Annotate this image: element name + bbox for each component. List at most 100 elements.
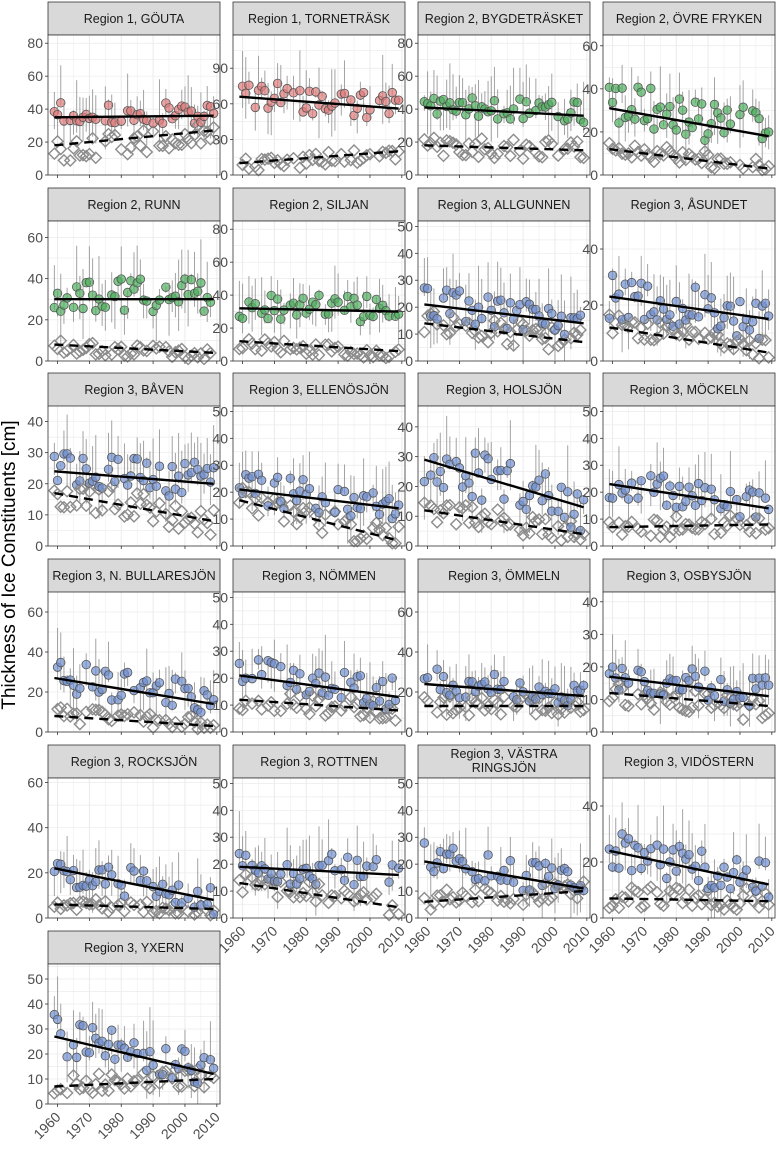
- facet-title: Region 3, ÖMMELN: [448, 569, 560, 583]
- white-ice-point: [373, 711, 387, 725]
- panel-region-3-asundet: Region 3, ÅSUNDET 0 20 40: [582, 187, 776, 369]
- total-ice-point: [355, 671, 366, 681]
- total-ice-point: [202, 690, 212, 700]
- x-tick-label: 1980: [279, 923, 312, 956]
- white-ice-point: [743, 334, 757, 348]
- white-ice-point: [133, 139, 147, 153]
- total-ice-point: [285, 473, 296, 484]
- total-ice-point: [505, 458, 516, 469]
- total-ice-point: [384, 108, 394, 119]
- total-ice-point: [563, 866, 573, 877]
- white-ice-point: [628, 139, 642, 153]
- total-ice-point: [241, 850, 251, 860]
- total-ice-point: [483, 454, 493, 464]
- white-ice-point: [302, 148, 316, 162]
- total-ice-point: [438, 293, 449, 303]
- total-ice-point: [103, 100, 114, 110]
- white-ice-point: [723, 509, 737, 523]
- y-tick-label: 20: [212, 484, 228, 500]
- total-ice-point: [390, 509, 401, 519]
- white-ice-point: [487, 151, 501, 165]
- white-ice-point: [573, 705, 587, 719]
- facet-strip: [232, 372, 406, 407]
- y-tick-label: 0: [405, 910, 413, 926]
- total-ice-point: [142, 676, 152, 686]
- total-ice-point: [129, 1038, 139, 1048]
- white-ice-trend-line: [609, 897, 769, 903]
- facet-title: Region 1, GÖUTA: [84, 12, 185, 26]
- white-ice-point: [239, 868, 253, 881]
- y-tick-label: 30: [27, 445, 43, 461]
- total-ice-point: [521, 504, 531, 515]
- white-ice-point: [130, 129, 144, 143]
- total-ice-point: [71, 1052, 82, 1063]
- white-ice-point: [436, 149, 450, 163]
- y-tick-label: 0: [590, 910, 598, 926]
- y-tick-label: 40: [27, 101, 43, 117]
- facet-title: Region 1, TORNETRÄSK: [248, 12, 391, 26]
- total-ice-point: [260, 85, 270, 96]
- total-ice-point: [505, 856, 516, 866]
- y-tick-label: 0: [590, 167, 598, 183]
- total-ice-point: [754, 488, 764, 498]
- white-ice-point: [89, 347, 103, 361]
- y-tick-label: 50: [212, 403, 228, 419]
- white-ice-point: [290, 342, 304, 356]
- total-ice-point: [690, 500, 701, 511]
- total-ice-point: [432, 314, 442, 324]
- white-ice-point: [669, 510, 683, 524]
- y-tick-label: 20: [27, 865, 43, 881]
- white-ice-point: [558, 142, 572, 156]
- total-ice-point: [298, 293, 308, 304]
- x-tick-label: 1960: [585, 923, 618, 956]
- white-ice-point: [242, 161, 256, 175]
- white-ice-point: [143, 501, 157, 515]
- total-ice-point: [97, 483, 107, 493]
- facet-strip: [602, 744, 776, 779]
- panel-region-2-ovre-fryken: Region 2, ÖVRE FRYKEN 0 20 40 60: [582, 1, 776, 183]
- white-ice-point: [63, 710, 77, 724]
- white-ice-point: [692, 699, 706, 713]
- total-ice-point: [339, 667, 350, 678]
- x-tick-label: 1970: [617, 923, 650, 956]
- y-tick-label: 0: [35, 353, 43, 369]
- white-ice-point: [682, 883, 696, 897]
- total-ice-point: [531, 694, 541, 704]
- y-tick-label: 0: [590, 724, 598, 740]
- white-ice-point: [251, 163, 265, 177]
- white-ice-point: [417, 891, 431, 905]
- white-ice-point: [165, 513, 179, 527]
- total-ice-point: [617, 83, 627, 93]
- y-tick-label: 0: [590, 538, 598, 554]
- total-ice-point: [419, 476, 430, 487]
- y-tick-label: 20: [397, 134, 413, 150]
- white-ice-point: [312, 154, 326, 168]
- white-ice-point: [570, 135, 584, 149]
- white-ice-point: [239, 152, 253, 166]
- total-ice-point: [154, 461, 165, 471]
- data-points: [602, 64, 776, 177]
- total-ice-point: [87, 1023, 98, 1033]
- total-ice-point: [636, 863, 646, 874]
- y-tick-label: 20: [582, 484, 598, 500]
- white-ice-point: [567, 139, 581, 153]
- white-ice-point: [602, 515, 616, 529]
- white-ice-point: [538, 135, 552, 149]
- white-ice-point: [472, 150, 486, 164]
- total-ice-point: [716, 674, 726, 685]
- white-ice-point: [637, 899, 651, 913]
- total-ice-point: [649, 307, 659, 317]
- total-ice-point: [435, 466, 445, 477]
- white-ice-point: [749, 152, 763, 166]
- total-ice-point: [384, 493, 394, 504]
- total-ice-point: [658, 471, 669, 481]
- white-ice-point: [121, 349, 135, 363]
- total-ice-point: [432, 109, 442, 119]
- white-ice-point: [194, 136, 208, 150]
- y-tick-label: 30: [582, 457, 598, 473]
- y-tick-label: 50: [582, 403, 598, 419]
- total-ice-trend-line: [609, 849, 769, 886]
- white-ice-point: [497, 139, 511, 153]
- white-ice-point: [271, 890, 285, 904]
